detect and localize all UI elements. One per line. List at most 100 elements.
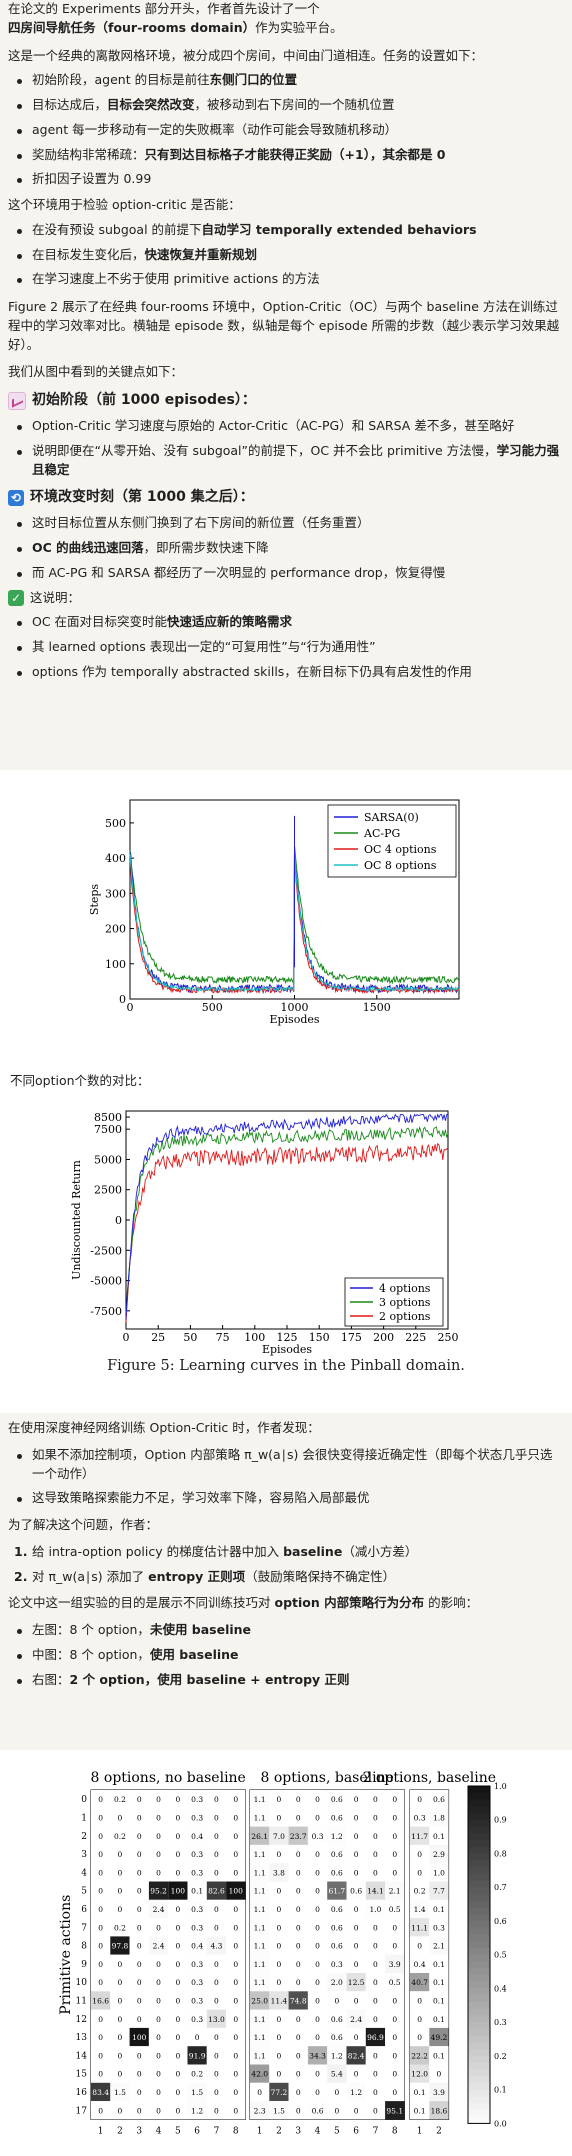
heatmap-figure: 0 1 2 3 4 5 6 7 8 9 10 11 12 13 14 15 16 17 Primitive acti… <box>0 1750 572 2150</box>
heat-middle-cell <box>327 1808 347 1827</box>
heat-left-cell <box>226 1991 246 2010</box>
heat-left-cell-label: 0 <box>233 2106 238 2115</box>
heat-middle-cell-label: 0 <box>277 1850 282 1859</box>
heat-left-cell <box>206 1954 227 1973</box>
heat-middle-col-label: 7 <box>373 2126 379 2136</box>
heat-colorbar-band <box>468 2015 490 2023</box>
heat-left-cell-label: 0 <box>233 1832 238 1841</box>
heat-middle-cell-label: 0 <box>354 1850 359 1859</box>
mid-text-row: 不同option个数的对比： <box>0 1070 572 1100</box>
heat-left-cell <box>187 1863 207 1882</box>
heat-middle-cell-label: 1.1 <box>254 2033 266 2042</box>
heat-middle-cell <box>346 2009 366 2028</box>
heat-right-cell <box>410 1918 430 1937</box>
heat-colorbar-band <box>468 2076 490 2084</box>
list-item: options 作为 temporally abstracted skills，… <box>8 663 564 682</box>
heat-middle-cell <box>269 1954 289 1973</box>
deep-section: 在使用深度神经网络训练 Option-Critic 时，作者发现： 如果不添加控… <box>0 1413 572 1750</box>
heat-middle-cell-label: 11.4 <box>271 1996 288 2005</box>
heat-left-cell-label: 0.4 <box>191 1942 203 1951</box>
heat-middle-cell <box>346 1881 366 1900</box>
heat-left-cell <box>206 2064 227 2083</box>
heat-left-cell <box>129 1863 149 1882</box>
heat-middle-cell <box>288 2101 308 2120</box>
heat-middle-cell <box>327 2082 347 2102</box>
heat-middle-cell <box>385 1844 405 1864</box>
heat-middle-cell <box>385 2027 405 2047</box>
heading-initial: 初始阶段（前 1000 episodes）： <box>8 390 564 411</box>
heat-middle-cell <box>288 1808 308 1827</box>
heat-middle-cell-label: 96.9 <box>367 2033 384 2042</box>
heat-left-cell <box>168 2027 188 2047</box>
heat-middle-cell-label: 0.6 <box>331 2015 343 2024</box>
heat-middle-cell-label: 0 <box>392 1996 397 2005</box>
heat-left-cell <box>206 1936 227 1955</box>
deep-paragraph-1: 在使用深度神经网络训练 Option-Critic 时，作者发现： <box>8 1420 320 1435</box>
heat-middle-cell-label: 1.2 <box>331 1832 343 1841</box>
heat-middle-cell <box>385 1826 405 1845</box>
heat-colorbar-band <box>468 2008 490 2016</box>
heat-middle-cell-label: 0 <box>296 1923 301 1932</box>
heat-middle-cell-label: 42.0 <box>251 2070 268 2079</box>
heat-colorbar-band <box>468 1873 490 1881</box>
intro-paragraph-2: 这是一个经典的离散网格环境，被分成四个房间，中间由门道相连。任务的设置如下： <box>8 47 484 63</box>
heat-middle-cell <box>288 1790 308 1809</box>
heat-left-cell <box>110 1954 130 1973</box>
heat-left-cell-label: 0 <box>118 1887 123 1896</box>
heat-right-cell-label: 7.7 <box>433 1887 445 1896</box>
heat-left-cell-label: 0 <box>118 1996 123 2005</box>
fig2-legend-label: OC 8 options <box>364 859 437 872</box>
heat-left-cell-label: 0 <box>118 1978 123 1987</box>
heat-left-cell <box>206 2082 227 2102</box>
heat-middle-cell-label: 0 <box>277 1887 282 1896</box>
fig5-legend-label: 2 options <box>379 1310 431 1323</box>
heat-middle-cell <box>250 1954 270 1973</box>
heat-row-label: 9 <box>81 1960 87 1970</box>
heat-middle-cell <box>250 1790 270 1809</box>
heat-middle-cell <box>307 1808 328 1827</box>
heat-left-cell-label: 0.1 <box>191 1887 203 1896</box>
fig5-xtick-label: 25 <box>151 1331 165 1344</box>
heat-left-cell <box>129 1936 149 1955</box>
heat-right-cell <box>429 2064 449 2083</box>
heat-left-cell <box>91 1991 111 2010</box>
heat-middle-cell <box>250 1899 270 1919</box>
heat-middle-cell <box>269 2082 289 2102</box>
list-item: Option-Critic 学习速度与原始的 Actor-Critic（AC-P… <box>8 417 564 436</box>
heat-left-cell <box>226 1936 246 1955</box>
heat-colorbar-label: 0.8 <box>494 1849 507 1858</box>
heat-right-cell <box>410 2027 430 2047</box>
heat-right-cell <box>410 2064 430 2083</box>
fig5-ytick-label: 0 <box>115 1214 122 1227</box>
heat-middle-cell-label: 0.6 <box>331 1923 343 1932</box>
heat-colorbar-band <box>468 2028 490 2037</box>
heat-middle-cell <box>385 1918 405 1937</box>
heat-left-cell-label: 0 <box>156 2015 161 2024</box>
heat-middle-cell <box>365 1881 386 1900</box>
heat-ylabel: Primitive actions <box>58 1895 74 2015</box>
panel-list: 左图：8 个 option，未使用 baseline 中图：8 个 option，… <box>8 1621 564 1689</box>
heat-right-cell <box>429 1863 449 1882</box>
fig5-ytick-label: 5000 <box>94 1153 122 1166</box>
heat-middle-cell <box>307 2046 328 2065</box>
heat-middle-cell <box>385 2064 405 2083</box>
heat-middle-cell <box>288 2082 308 2102</box>
heat-middle-cell <box>269 2027 289 2047</box>
heat-left-cell <box>168 1973 188 1992</box>
heat-colorbar-band <box>468 1900 490 1908</box>
heat-colorbar-band <box>468 2062 490 2070</box>
heat-middle-cell-label: 0 <box>296 1942 301 1951</box>
heat-middle-cell-label: 1.1 <box>254 2015 266 2024</box>
heat-middle-cell <box>288 1899 308 1919</box>
heat-middle-cell <box>346 2046 366 2065</box>
heat-left-cell-label: 0.3 <box>191 1960 203 1969</box>
heat-middle-cell <box>307 2027 328 2047</box>
heat-colorbar-band <box>468 1907 490 1915</box>
heat-left-cell <box>226 2046 246 2065</box>
heat-middle-cell <box>269 1918 289 1937</box>
heat-middle-cell-label: 0 <box>354 1942 359 1951</box>
heat-left-cell <box>206 1899 227 1919</box>
heat-left-cell-label: 0.3 <box>191 1996 203 2005</box>
heat-left-cell-label: 0.3 <box>191 1850 203 1859</box>
heat-colorbar-band <box>468 1880 490 1888</box>
